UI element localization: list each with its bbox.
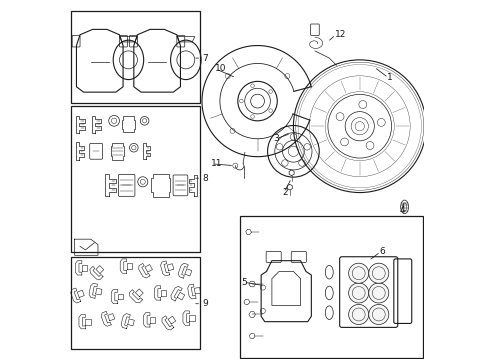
Bar <box>71 12 200 103</box>
Text: 7: 7 <box>202 54 208 63</box>
Circle shape <box>268 126 319 177</box>
Circle shape <box>349 305 368 324</box>
Text: 10: 10 <box>215 64 226 73</box>
Circle shape <box>349 283 368 303</box>
Text: 6: 6 <box>379 247 385 256</box>
Text: 5: 5 <box>242 278 247 287</box>
Circle shape <box>368 283 389 303</box>
Circle shape <box>368 263 389 283</box>
Bar <box>71 257 200 348</box>
Bar <box>240 216 422 357</box>
FancyBboxPatch shape <box>340 257 398 327</box>
Bar <box>71 107 200 252</box>
Text: 4: 4 <box>399 206 405 215</box>
Text: 2: 2 <box>283 188 288 197</box>
Circle shape <box>368 305 389 324</box>
Text: 8: 8 <box>202 174 208 183</box>
Text: 12: 12 <box>335 30 346 39</box>
Text: 1: 1 <box>387 73 392 82</box>
Text: 11: 11 <box>211 159 222 168</box>
Circle shape <box>328 94 392 158</box>
Text: 9: 9 <box>202 299 208 308</box>
Circle shape <box>349 263 368 283</box>
Text: 3: 3 <box>274 134 279 143</box>
